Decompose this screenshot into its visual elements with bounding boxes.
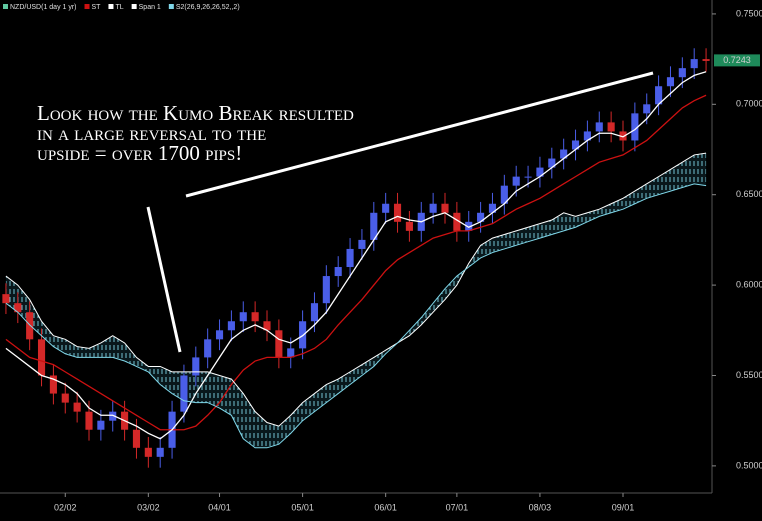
candle-body xyxy=(619,131,627,141)
candle-body xyxy=(666,77,675,87)
candle-body xyxy=(595,122,603,132)
indicator-line xyxy=(5,183,707,449)
candle-body xyxy=(299,321,307,349)
y-tick-label: 0.6000 xyxy=(736,279,762,289)
indicator-line xyxy=(5,94,707,431)
candle-body xyxy=(393,203,402,222)
x-tick-label: 03/02 xyxy=(137,502,160,512)
y-tick-label: 0.6500 xyxy=(736,189,762,199)
x-tick-label: 08/03 xyxy=(529,502,552,512)
candle-body xyxy=(2,294,10,304)
legend-label: ST xyxy=(92,4,102,11)
candle-body xyxy=(334,267,342,277)
candle-body xyxy=(441,203,449,213)
candle-body xyxy=(322,276,330,304)
candle-body xyxy=(571,140,580,150)
candle-body xyxy=(678,68,686,78)
candle-body xyxy=(287,348,295,358)
annotation-line xyxy=(185,71,654,198)
x-tick-label: 05/01 xyxy=(291,502,314,512)
y-tick-label: 0.7500 xyxy=(736,8,762,18)
y-tick-label: 0.5000 xyxy=(736,460,762,470)
candle-body xyxy=(548,158,556,168)
candle-body xyxy=(251,312,259,322)
indicator-line xyxy=(5,71,707,440)
candle-body xyxy=(310,303,319,322)
legend-label: NZD/USD(1 day 1 yr) xyxy=(10,4,77,11)
candle-body xyxy=(215,330,224,340)
legend-swatch xyxy=(84,4,90,9)
candle-body xyxy=(536,167,544,177)
candle-body xyxy=(14,303,22,313)
candle-body xyxy=(500,185,508,204)
candle-body xyxy=(180,375,188,412)
annotation: Look how the Kumo Break resulted xyxy=(37,101,354,125)
candle-body xyxy=(512,176,520,186)
candle-body xyxy=(655,86,663,105)
candle-body xyxy=(702,59,710,61)
last-price-box xyxy=(714,54,760,67)
candle-body xyxy=(204,339,212,358)
legend-swatch xyxy=(168,4,174,9)
candle-body xyxy=(643,104,651,114)
x-tick-label: 09/01 xyxy=(612,502,635,512)
candle-body xyxy=(239,312,247,322)
candle-body xyxy=(358,239,366,249)
candle-body xyxy=(263,321,271,331)
annotation-line xyxy=(146,206,182,353)
last-price-label: 0.7243 xyxy=(723,55,751,65)
y-tick-label: 0.5500 xyxy=(736,370,762,380)
candle-body xyxy=(607,122,615,132)
candle-body xyxy=(61,393,69,403)
candle-body xyxy=(465,221,473,231)
annotation: in a large reversal to the xyxy=(37,121,266,145)
candle-body xyxy=(382,203,390,213)
candle-body xyxy=(370,212,378,240)
candle-body xyxy=(37,339,46,376)
legend-swatch xyxy=(3,4,8,9)
candle-body xyxy=(156,447,164,457)
candle-body xyxy=(49,375,57,394)
legend-label: S2(26,9,26,26,52,,2) xyxy=(176,4,240,11)
x-tick-label: 07/01 xyxy=(446,502,469,512)
candle-body xyxy=(73,402,81,412)
candle-body xyxy=(227,321,235,331)
candle-body xyxy=(26,312,34,340)
candle-body xyxy=(429,203,437,213)
candle-body xyxy=(631,113,639,141)
x-tick-label: 06/01 xyxy=(374,502,397,512)
candle-body xyxy=(346,248,354,268)
candle-body xyxy=(560,149,568,159)
candle-body xyxy=(405,221,413,231)
candle-body xyxy=(109,411,117,421)
candle-body xyxy=(97,420,105,430)
candle-body xyxy=(477,212,485,222)
y-tick-label: 0.7000 xyxy=(736,99,762,109)
candle-body xyxy=(488,203,497,213)
legend-label: TL xyxy=(115,4,123,11)
legend-label: Span 1 xyxy=(139,4,161,11)
candle-body xyxy=(192,357,200,376)
candle-body xyxy=(85,411,93,430)
indicator-line xyxy=(5,152,707,427)
candle-body xyxy=(690,59,698,69)
x-tick-label: 04/01 xyxy=(208,502,231,512)
candle-body xyxy=(524,176,532,178)
legend-swatch xyxy=(108,4,114,9)
legend-swatch xyxy=(131,4,137,9)
candle-body xyxy=(144,447,152,457)
x-tick-label: 02/02 xyxy=(54,502,77,512)
annotation: upside = over 1700 pips! xyxy=(37,141,242,165)
candle-body xyxy=(453,212,461,231)
candle-body xyxy=(583,131,591,141)
candle-body xyxy=(132,429,141,448)
candle-body xyxy=(275,330,283,358)
